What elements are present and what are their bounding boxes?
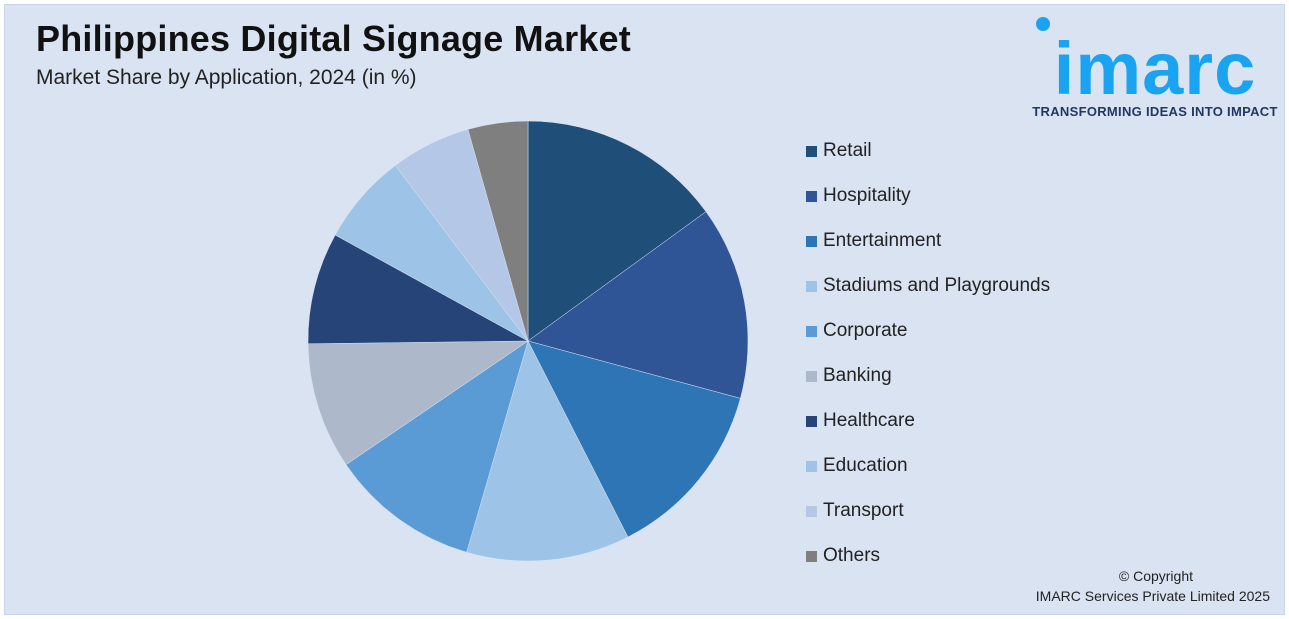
- copyright-line-1: © Copyright: [1118, 568, 1193, 584]
- legend-swatch: [806, 551, 817, 562]
- legend-label: Healthcare: [823, 410, 915, 431]
- legend-item-transport: Transport: [806, 499, 1050, 544]
- legend-item-entertainment: Entertainment: [806, 229, 1050, 274]
- legend-swatch: [806, 326, 817, 337]
- chart-title: Philippines Digital Signage Market: [36, 18, 631, 59]
- legend-swatch: [806, 371, 817, 382]
- legend-item-corporate: Corporate: [806, 319, 1050, 364]
- legend-swatch: [806, 146, 817, 157]
- pie-slice-banking: [307, 340, 529, 466]
- pie-slice-healthcare: [307, 234, 529, 345]
- logo-tagline: TRANSFORMING IDEAS INTO IMPACT: [1032, 104, 1278, 119]
- copyright-notice: © Copyright IMARC Services Private Limit…: [1000, 566, 1270, 606]
- logo-dot: [1036, 17, 1050, 31]
- legend-swatch: [806, 416, 817, 427]
- legend-label: Education: [823, 455, 908, 476]
- legend-label: Stadiums and Playgrounds: [823, 275, 1051, 296]
- legend-item-stadiums-and-playgrounds: Stadiums and Playgrounds: [806, 274, 1050, 319]
- legend-swatch: [806, 236, 817, 247]
- legend-item-education: Education: [806, 454, 1050, 499]
- legend-swatch: [806, 191, 817, 202]
- logo-wordmark: imarc: [1053, 27, 1257, 110]
- legend-label: Others: [823, 545, 881, 566]
- pie-slice-entertainment: [527, 340, 741, 538]
- legend-label: Transport: [823, 500, 904, 521]
- pie-slice-others: [467, 120, 529, 342]
- legend-swatch: [806, 281, 817, 292]
- legend-item-healthcare: Healthcare: [806, 409, 1050, 454]
- legend-item-banking: Banking: [806, 364, 1050, 409]
- pie-slice-hospitality: [527, 211, 749, 399]
- pie-slice-retail: [527, 120, 707, 342]
- legend-item-retail: Retail: [806, 139, 1050, 184]
- legend-swatch: [806, 461, 817, 472]
- pie-slice-corporate: [345, 340, 529, 553]
- pie-slice-stadiums-and-playgrounds: [466, 340, 629, 562]
- legend-label: Banking: [823, 365, 892, 386]
- legend-label: Corporate: [823, 320, 908, 341]
- chart-subtitle: Market Share by Application, 2024 (in %): [36, 66, 417, 89]
- legend-label: Retail: [823, 140, 872, 161]
- legend-item-others: Others: [806, 544, 1050, 589]
- legend-item-hospitality: Hospitality: [806, 184, 1050, 229]
- chart-legend: Retail Hospitality Entertainment Stadiums a…: [806, 139, 1050, 589]
- copyright-line-2: IMARC Services Private Limited 2025: [1035, 588, 1270, 604]
- imarc-logo: imarc TRANSFORMING IDEAS INTO IMPACT: [1030, 14, 1280, 122]
- legend-swatch: [806, 506, 817, 517]
- legend-label: Hospitality: [823, 185, 911, 206]
- legend-label: Entertainment: [823, 230, 942, 251]
